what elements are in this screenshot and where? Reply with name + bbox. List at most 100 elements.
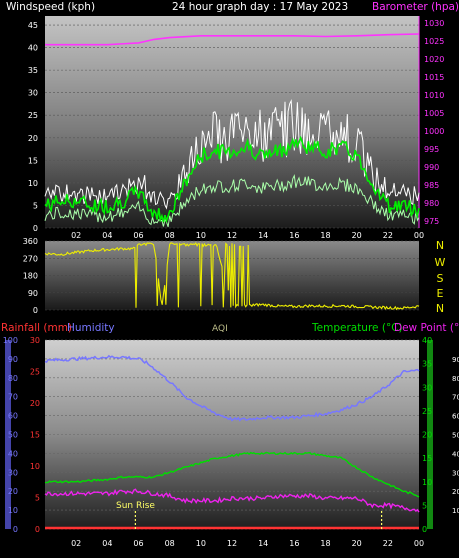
humidity-axis-bar: [5, 340, 11, 529]
wind-x-tick-label: 00: [414, 231, 424, 240]
compass-n-top: N: [436, 239, 444, 252]
humidity-y-tick-label: 60: [8, 412, 18, 421]
temperature-x-tick-label: 20: [352, 539, 362, 548]
barometer-y-tick-label: 995: [424, 145, 439, 154]
wind-y-tick-label: 25: [28, 111, 38, 120]
barometer-y-tick-label: 1010: [424, 91, 444, 100]
temperature-y-tick-label: 35: [422, 360, 432, 369]
temperature-y-tick-label: 10: [422, 478, 432, 487]
barometer-y-tick-label: 990: [424, 163, 439, 172]
humidity-y-tick-label: 70: [8, 393, 18, 402]
wind-x-tick-label: 10: [196, 231, 206, 240]
rainfall-y-tick-label: 15: [30, 431, 40, 440]
wind-x-tick-label: 12: [227, 231, 237, 240]
sunrise-label: Sun Rise: [116, 501, 155, 511]
rainfall-y-tick-label: 5: [35, 494, 40, 503]
compass-w: W: [435, 256, 446, 269]
temperature-x-tick-label: 00: [414, 539, 424, 548]
temperature-x-tick-label: 06: [133, 539, 143, 548]
temperature-x-tick-label: 22: [383, 539, 393, 548]
rainfall-axis-label: Rainfall (mm): [1, 322, 72, 334]
humidity-y-tick-label: 10: [8, 506, 18, 515]
barometer-y-tick-label: 1030: [424, 19, 444, 28]
temperature-y-tick-label: 30: [422, 383, 432, 392]
compass-s: S: [437, 272, 444, 285]
compass-n-bottom: N: [436, 302, 444, 315]
temperature-y-tick-label: 5: [422, 501, 427, 510]
barometer-y-tick-label: 1015: [424, 73, 444, 82]
rainfall-y-tick-label: 30: [30, 336, 40, 345]
barometer-axis-label: Barometer (hpa): [372, 1, 459, 13]
wind-y-tick-label: 30: [28, 89, 38, 98]
temperature-x-tick-label: 18: [320, 539, 330, 548]
rainfall-y-tick-label: 0: [35, 525, 40, 534]
temperature-y-tick-label: 25: [422, 407, 432, 416]
temperature-x-tick-label: 12: [227, 539, 237, 548]
temperature-x-tick-label: 10: [196, 539, 206, 548]
chart-title: 24 hour graph day : 17 May 2023: [172, 1, 348, 13]
humidity-y-tick-label: 80: [8, 374, 18, 383]
temperature-series-line: [44, 451, 420, 498]
rainfall-y-tick-label: 25: [30, 368, 40, 377]
wind-y-tick-label: 40: [28, 44, 38, 53]
humidity-y-tick-label: 30: [8, 468, 18, 477]
wind-lower-series-line: [44, 174, 420, 228]
humidity-axis-label: Humidity: [67, 322, 115, 334]
right-scale-tick-label: 30: [452, 469, 459, 477]
wind-average-series-line: [44, 135, 420, 224]
dewpoint-axis-label: Dew Point (°C): [394, 322, 459, 334]
temperature-x-tick-label: 04: [102, 539, 112, 548]
compass-e: E: [437, 287, 444, 300]
wind-x-tick-label: 22: [383, 231, 393, 240]
wind-x-tick-label: 14: [258, 231, 268, 240]
right-scale-tick-label: 90: [452, 356, 459, 364]
wind-y-tick-label: 15: [28, 156, 38, 165]
wind-x-tick-label: 08: [165, 231, 175, 240]
temperature-y-tick-label: 15: [422, 454, 432, 463]
barometer-y-tick-label: 1020: [424, 55, 444, 64]
direction-y-tick-label: 360: [23, 237, 38, 246]
aqi-label: AQI: [212, 324, 228, 334]
humidity-y-tick-label: 0: [13, 525, 18, 534]
temperature-x-tick-label: 08: [165, 539, 175, 548]
barometer-series-line: [45, 33, 420, 46]
barometer-y-tick-label: 975: [424, 217, 439, 226]
right-scale-tick-label: 40: [452, 450, 459, 458]
wind-y-tick-label: 0: [33, 224, 38, 233]
temperature-y-tick-label: 40: [422, 336, 432, 345]
wind-x-tick-label: 20: [352, 231, 362, 240]
humidity-series-line: [44, 354, 420, 422]
temperature-axis-label: Temperature (°C): [311, 322, 403, 334]
wind-y-tick-label: 5: [33, 201, 38, 210]
wind-direction-series-line: [44, 242, 420, 311]
rainfall-y-tick-label: 20: [30, 399, 40, 408]
temperature-panel-plot: [5, 340, 433, 530]
temperature-x-tick-label: 02: [71, 539, 81, 548]
barometer-y-tick-label: 1005: [424, 109, 444, 118]
temperature-y-tick-label: 20: [422, 431, 432, 440]
humidity-y-tick-label: 20: [8, 487, 18, 496]
humidity-y-tick-label: 90: [8, 355, 18, 364]
temperature-x-tick-label: 14: [258, 539, 268, 548]
windspeed-series-line: [44, 99, 420, 210]
right-scale-tick-label: 20: [452, 488, 459, 496]
wind-x-tick-label: 18: [320, 231, 330, 240]
wind-x-tick-label: 02: [71, 231, 81, 240]
direction-y-tick-label: 270: [23, 254, 38, 263]
direction-y-tick-label: 0: [33, 306, 38, 315]
barometer-y-tick-label: 1025: [424, 37, 444, 46]
right-scale-tick-label: 50: [452, 432, 459, 440]
wind-y-tick-label: 35: [28, 66, 38, 75]
right-scale-tick-label: 70: [452, 394, 459, 402]
wind-panel-plot: [44, 16, 420, 228]
tick-labels: 0510152025303540459759809859909951000100…: [3, 19, 459, 548]
rainfall-y-tick-label: 10: [30, 462, 40, 471]
direction-y-tick-label: 180: [23, 272, 38, 281]
barometer-y-tick-label: 985: [424, 181, 439, 190]
wind-y-tick-label: 20: [28, 134, 38, 143]
wind-y-tick-label: 45: [28, 21, 38, 30]
temperature-axis-bar: [427, 340, 433, 529]
temperature-y-tick-label: 0: [422, 525, 427, 534]
